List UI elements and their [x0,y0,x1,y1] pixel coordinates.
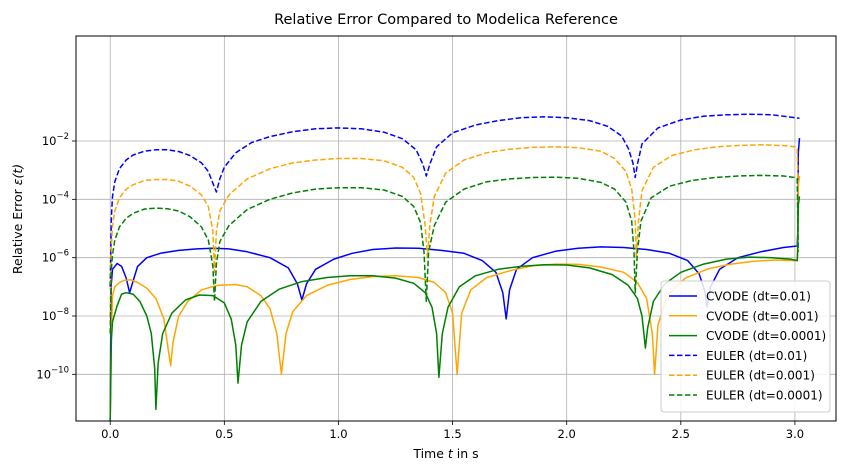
plot-frame [75,35,837,422]
legend: CVODE (dt=0.01) CVODE (dt=0.001) CVODE (dt… [660,280,831,413]
x-tick-label: 1.5 [443,427,461,441]
x-axis-label: Time t in s [412,446,478,461]
legend-label-5: EULER (dt=0.001) [706,369,815,383]
y-tick-label: 10−2 [42,132,69,148]
legend-label-4: EULER (dt=0.01) [706,349,807,363]
x-tick-label: 0.5 [215,427,233,441]
y-tick-layer: 10−10 10−8 10−6 10−4 10−2 [36,132,76,381]
x-tick-label: 0.0 [101,427,119,441]
series-line-6 [109,174,800,334]
legend-label-2: CVODE (dt=0.001) [706,309,819,323]
legend-box [660,280,831,413]
legend-label-1: CVODE (dt=0.01) [706,290,811,304]
x-tick-label: 2.5 [672,427,690,441]
x-tick-label: 1.0 [329,427,347,441]
legend-label-3: CVODE (dt=0.0001) [706,329,826,343]
x-tick-label: 3.0 [786,427,804,441]
y-axis-label: Relative Error ε(t) [10,164,25,274]
x-tick-label: 2.0 [558,427,576,441]
y-tick-label: 10−4 [42,190,69,206]
legend-label-6: EULER (dt=0.0001) [706,389,823,403]
series-line-5 [109,144,800,317]
y-tick-label: 10−8 [42,307,69,323]
chart-title: Relative Error Compared to Modelica Refe… [274,12,618,28]
x-tick-layer: 0.0 0.5 1.0 1.5 2.0 2.5 3.0 [101,421,804,441]
series-line-4 [109,113,800,287]
y-tick-label: 10−6 [42,249,69,265]
y-tick-label: 10−10 [36,365,69,381]
